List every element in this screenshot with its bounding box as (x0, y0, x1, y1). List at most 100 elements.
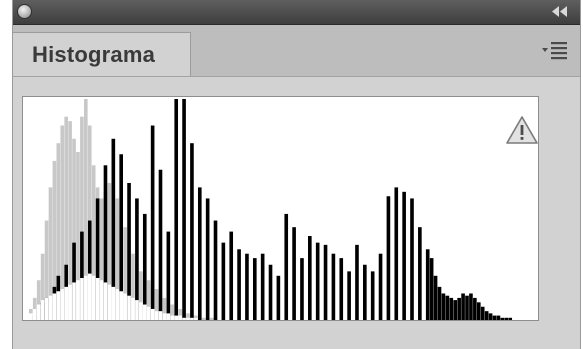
histogram-bar (201, 317, 206, 320)
histogram-bar (186, 317, 190, 320)
histogram-bar (135, 300, 139, 320)
histogram-bar (95, 278, 100, 320)
collapse-double-arrow-icon[interactable] (550, 4, 570, 19)
histogram-bar (60, 125, 65, 320)
histogram-bar (32, 308, 37, 320)
histogram-bar (162, 313, 167, 320)
histogram-bar (95, 198, 100, 320)
histogram-bar (119, 291, 123, 320)
histogram-bar (154, 289, 159, 320)
histogram-bar (131, 253, 135, 320)
histogram-bar (496, 315, 501, 320)
histogram-bar (60, 289, 65, 320)
histogram-bar (284, 213, 289, 320)
histogram-bar (91, 165, 96, 320)
histogram-chart (22, 96, 539, 321)
histogram-bar (473, 297, 477, 320)
histogram-bar (386, 196, 391, 320)
histogram-bar (154, 311, 159, 320)
histogram-bar (162, 297, 167, 320)
histogram-bar (119, 154, 123, 320)
histogram-bar (437, 286, 442, 320)
histogram-bar (402, 191, 406, 320)
histogram-bar (158, 169, 163, 320)
histogram-bar (449, 297, 454, 320)
histogram-bar (150, 308, 155, 320)
histogram-bar (40, 300, 45, 320)
tab-histogram[interactable]: Histograma (13, 32, 191, 76)
histogram-bar (44, 220, 49, 320)
histogram-bar (355, 244, 359, 320)
histogram-bar (48, 295, 53, 320)
histogram-bar (115, 289, 120, 320)
histogram-bar (44, 297, 49, 320)
histogram-bar (484, 311, 489, 320)
histogram-bar (64, 116, 68, 320)
histogram-bar (166, 313, 171, 320)
histogram-bar (410, 198, 414, 320)
histogram-bar (209, 317, 214, 320)
histogram-bar (111, 138, 116, 320)
histogram-bar (150, 125, 155, 320)
histogram-bar (123, 227, 127, 320)
histogram-bar (229, 231, 234, 320)
histogram-bar (139, 271, 143, 320)
histogram-bar (103, 282, 108, 320)
histogram-bar (221, 242, 226, 320)
histogram-bar (107, 182, 112, 320)
histogram-plot (29, 99, 513, 320)
histogram-bar (331, 253, 336, 320)
histogram-bar (174, 99, 179, 320)
histogram-bar (268, 264, 273, 320)
histogram-bar (190, 143, 194, 320)
histogram-bar (260, 253, 265, 320)
panel-tab-row: Histograma (13, 25, 580, 77)
histogram-bar (80, 116, 84, 320)
histogram-bar (107, 284, 112, 320)
histogram-bar (461, 293, 465, 320)
histogram-bar (213, 220, 218, 320)
histogram-bar (508, 317, 513, 320)
close-icon[interactable] (17, 4, 32, 19)
histogram-bar (170, 315, 175, 320)
histogram-bar (127, 182, 131, 320)
histogram-bar (146, 280, 151, 320)
histogram-bar (476, 302, 481, 320)
histogram-bar (72, 242, 76, 320)
histogram-bar (68, 121, 72, 320)
warning-triangle-icon[interactable] (505, 114, 539, 146)
histogram-bar (292, 227, 296, 320)
histogram-bar (139, 302, 143, 320)
histogram-bar (488, 313, 493, 320)
histogram-bar (182, 317, 186, 320)
histogram-bar (197, 187, 202, 320)
tab-histogram-label: Histograma (32, 42, 156, 67)
histogram-bar (457, 297, 461, 320)
histogram-bar (469, 293, 473, 320)
histogram-bar (425, 249, 430, 320)
panel-titlebar[interactable] (13, 0, 580, 25)
panel-menu-icon[interactable] (540, 39, 570, 61)
histogram-bar (40, 253, 45, 320)
histogram-bar (146, 306, 151, 320)
histogram-bar (308, 236, 312, 320)
histogram-bar (52, 160, 57, 320)
histogram-bar (131, 297, 135, 320)
histogram-bar (29, 313, 33, 320)
histogram-bar (87, 220, 92, 320)
histogram-bar (300, 258, 304, 320)
histogram-bar (363, 264, 367, 320)
histogram-bar (36, 280, 41, 320)
histogram-bar (103, 165, 108, 320)
histogram-bar (205, 198, 210, 320)
histogram-bar (504, 317, 509, 320)
histogram-bar (418, 227, 422, 320)
histogram-bar (36, 304, 41, 320)
histogram-bar (339, 258, 344, 320)
histogram-bar (492, 315, 497, 320)
histogram-bar (123, 293, 127, 320)
histogram-bar (56, 143, 61, 320)
histogram-bar (52, 293, 57, 320)
histogram-bar (453, 300, 458, 320)
histogram-bar (142, 213, 147, 320)
